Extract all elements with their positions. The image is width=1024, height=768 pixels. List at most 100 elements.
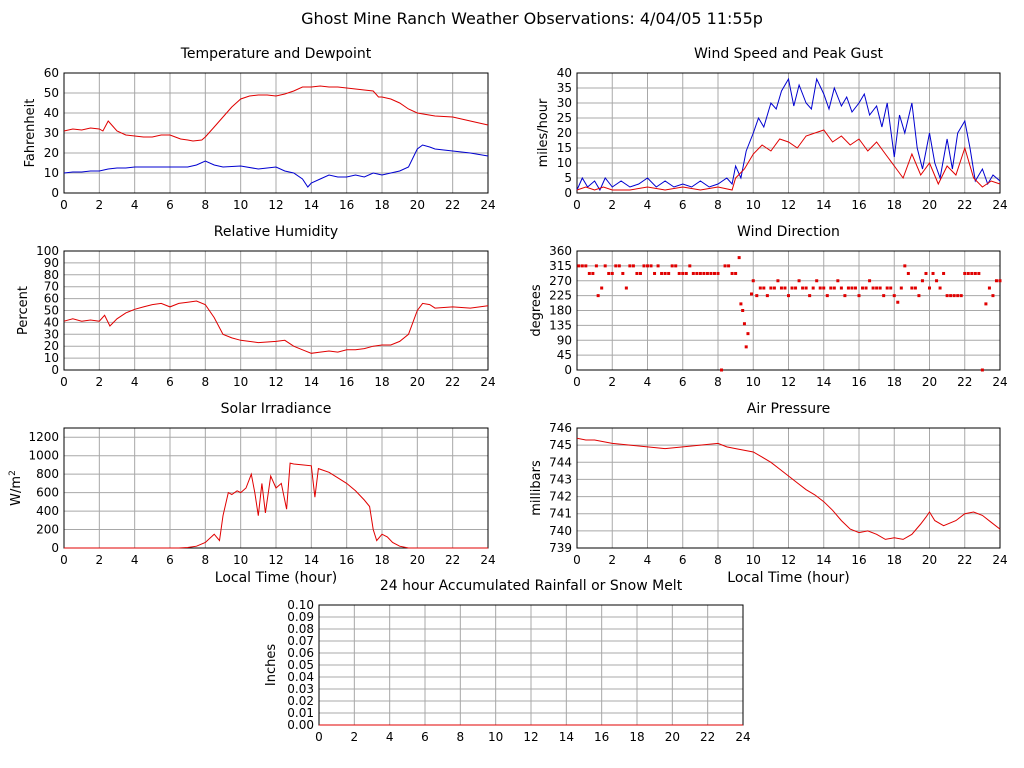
- data-point: [931, 271, 935, 275]
- data-point: [617, 264, 621, 268]
- data-point: [663, 271, 667, 275]
- x-tick-label: 18: [374, 198, 389, 212]
- data-point: [959, 294, 963, 298]
- data-point: [712, 271, 716, 275]
- data-point: [751, 279, 755, 283]
- data-point: [635, 271, 639, 275]
- y-tick-label: 80: [44, 268, 59, 282]
- y-tick-label: 50: [44, 86, 59, 100]
- y-axis-label: W/m2: [8, 470, 24, 506]
- data-point: [917, 294, 921, 298]
- y-tick-label: 1000: [28, 449, 59, 463]
- data-point: [952, 294, 956, 298]
- x-tick-label: 6: [679, 198, 687, 212]
- y-tick-label: 20: [557, 126, 572, 140]
- x-tick-label: 2: [608, 553, 616, 567]
- data-point: [970, 271, 974, 275]
- y-axis-label-text: W/m: [9, 476, 24, 506]
- x-tick-label: 6: [166, 198, 174, 212]
- x-axis-label: Local Time (hour): [215, 570, 337, 586]
- y-tick-label: 360: [549, 244, 572, 258]
- y-axis-label: millibars: [529, 460, 544, 516]
- y-tick-label: 0.08: [287, 622, 314, 636]
- x-tick-label: 18: [629, 730, 644, 744]
- x-tick-label: 18: [887, 198, 902, 212]
- x-tick-label: 18: [374, 553, 389, 567]
- x-axis-label: Local Time (hour): [727, 570, 849, 586]
- data-point: [871, 286, 875, 290]
- data-point: [861, 286, 865, 290]
- x-tick-label: 8: [714, 375, 722, 389]
- y-tick-label: 5: [564, 171, 572, 185]
- data-point: [691, 271, 695, 275]
- data-point: [994, 279, 998, 283]
- x-tick-label: 8: [202, 198, 210, 212]
- data-point: [878, 286, 882, 290]
- x-tick-label: 2: [96, 375, 104, 389]
- x-tick-label: 16: [851, 198, 866, 212]
- x-tick-label: 22: [700, 730, 715, 744]
- data-point: [942, 271, 946, 275]
- data-point: [906, 271, 910, 275]
- x-tick-label: 0: [315, 730, 323, 744]
- data-point: [765, 294, 769, 298]
- data-point: [903, 264, 907, 268]
- x-tick-label: 24: [735, 730, 750, 744]
- x-tick-label: 14: [816, 375, 831, 389]
- y-tick-label: 0: [51, 186, 59, 200]
- x-tick-label: 6: [166, 375, 174, 389]
- data-point: [705, 271, 709, 275]
- data-point: [864, 286, 868, 290]
- y-tick-label: 100: [36, 244, 59, 258]
- y-tick-label: 744: [549, 455, 572, 469]
- chart-title: Wind Speed and Peak Gust: [694, 46, 883, 62]
- y-axis-label: Percent: [16, 286, 31, 335]
- y-tick-label: 315: [549, 259, 572, 273]
- y-tick-label: 0: [51, 363, 59, 377]
- x-tick-label: 18: [887, 375, 902, 389]
- data-point: [892, 294, 896, 298]
- y-axis-label: Fahrenheit: [23, 99, 38, 168]
- x-tick-label: 14: [559, 730, 574, 744]
- x-tick-label: 10: [746, 198, 761, 212]
- x-tick-label: 16: [851, 375, 866, 389]
- data-point: [667, 271, 671, 275]
- y-axis-label: miles/hour: [536, 98, 551, 167]
- plot-frame: [576, 427, 1001, 549]
- y-tick-label: 600: [36, 486, 59, 500]
- data-point: [913, 286, 917, 290]
- series-line: [63, 85, 489, 142]
- data-point: [720, 368, 724, 372]
- x-tick-label: 10: [233, 375, 248, 389]
- data-point: [935, 279, 939, 283]
- x-tick-label: 24: [480, 553, 495, 567]
- data-point: [839, 286, 843, 290]
- data-point: [681, 271, 685, 275]
- data-point: [868, 279, 872, 283]
- x-tick-label: 6: [679, 553, 687, 567]
- x-tick-label: 0: [60, 375, 68, 389]
- data-point: [945, 294, 949, 298]
- data-point: [744, 345, 748, 349]
- y-tick-label: 0.01: [287, 706, 314, 720]
- data-point: [889, 286, 893, 290]
- x-tick-label: 0: [573, 553, 581, 567]
- y-tick-label: 0: [564, 186, 572, 200]
- data-point: [832, 286, 836, 290]
- y-tick-label: 1200: [28, 430, 59, 444]
- data-point: [797, 279, 801, 283]
- x-tick-label: 0: [60, 553, 68, 567]
- x-tick-label: 22: [957, 375, 972, 389]
- data-point: [998, 279, 1002, 283]
- x-tick-label: 24: [992, 198, 1007, 212]
- data-point: [815, 279, 819, 283]
- data-point: [610, 271, 614, 275]
- x-tick-label: 2: [96, 553, 104, 567]
- data-point: [631, 264, 635, 268]
- y-tick-label: 40: [44, 106, 59, 120]
